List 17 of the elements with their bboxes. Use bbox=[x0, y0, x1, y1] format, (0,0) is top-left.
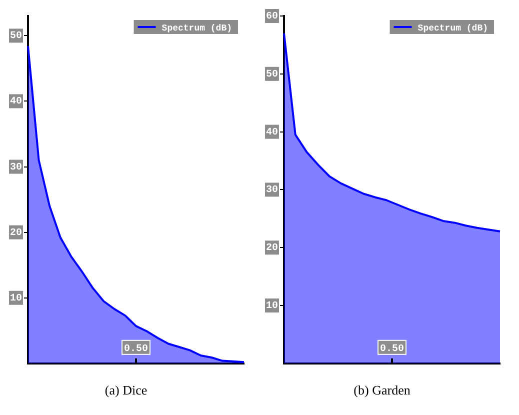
legend-label: Spectrum (dB) bbox=[418, 23, 488, 34]
y-tick-label: 60 bbox=[266, 12, 278, 23]
legend-label: Spectrum (dB) bbox=[162, 23, 232, 34]
y-tick-label: 10 bbox=[10, 293, 22, 304]
y-tick-label: 20 bbox=[10, 228, 22, 239]
y-tick-label: 40 bbox=[10, 96, 22, 108]
annotation: 0.50 bbox=[380, 344, 404, 355]
text: (a) Dice bbox=[104, 382, 148, 398]
y-tick-label: 20 bbox=[266, 243, 278, 254]
annotation: 0.50 bbox=[124, 344, 148, 355]
y-tick-label: 40 bbox=[266, 127, 278, 138]
y-tick-label: 30 bbox=[10, 162, 22, 174]
text: (b) Garden bbox=[354, 382, 411, 398]
y-tick-label: 50 bbox=[266, 69, 278, 80]
y-tick-label: 50 bbox=[10, 31, 22, 42]
y-tick-label: 30 bbox=[266, 185, 278, 196]
y-tick-label: 10 bbox=[266, 301, 278, 312]
